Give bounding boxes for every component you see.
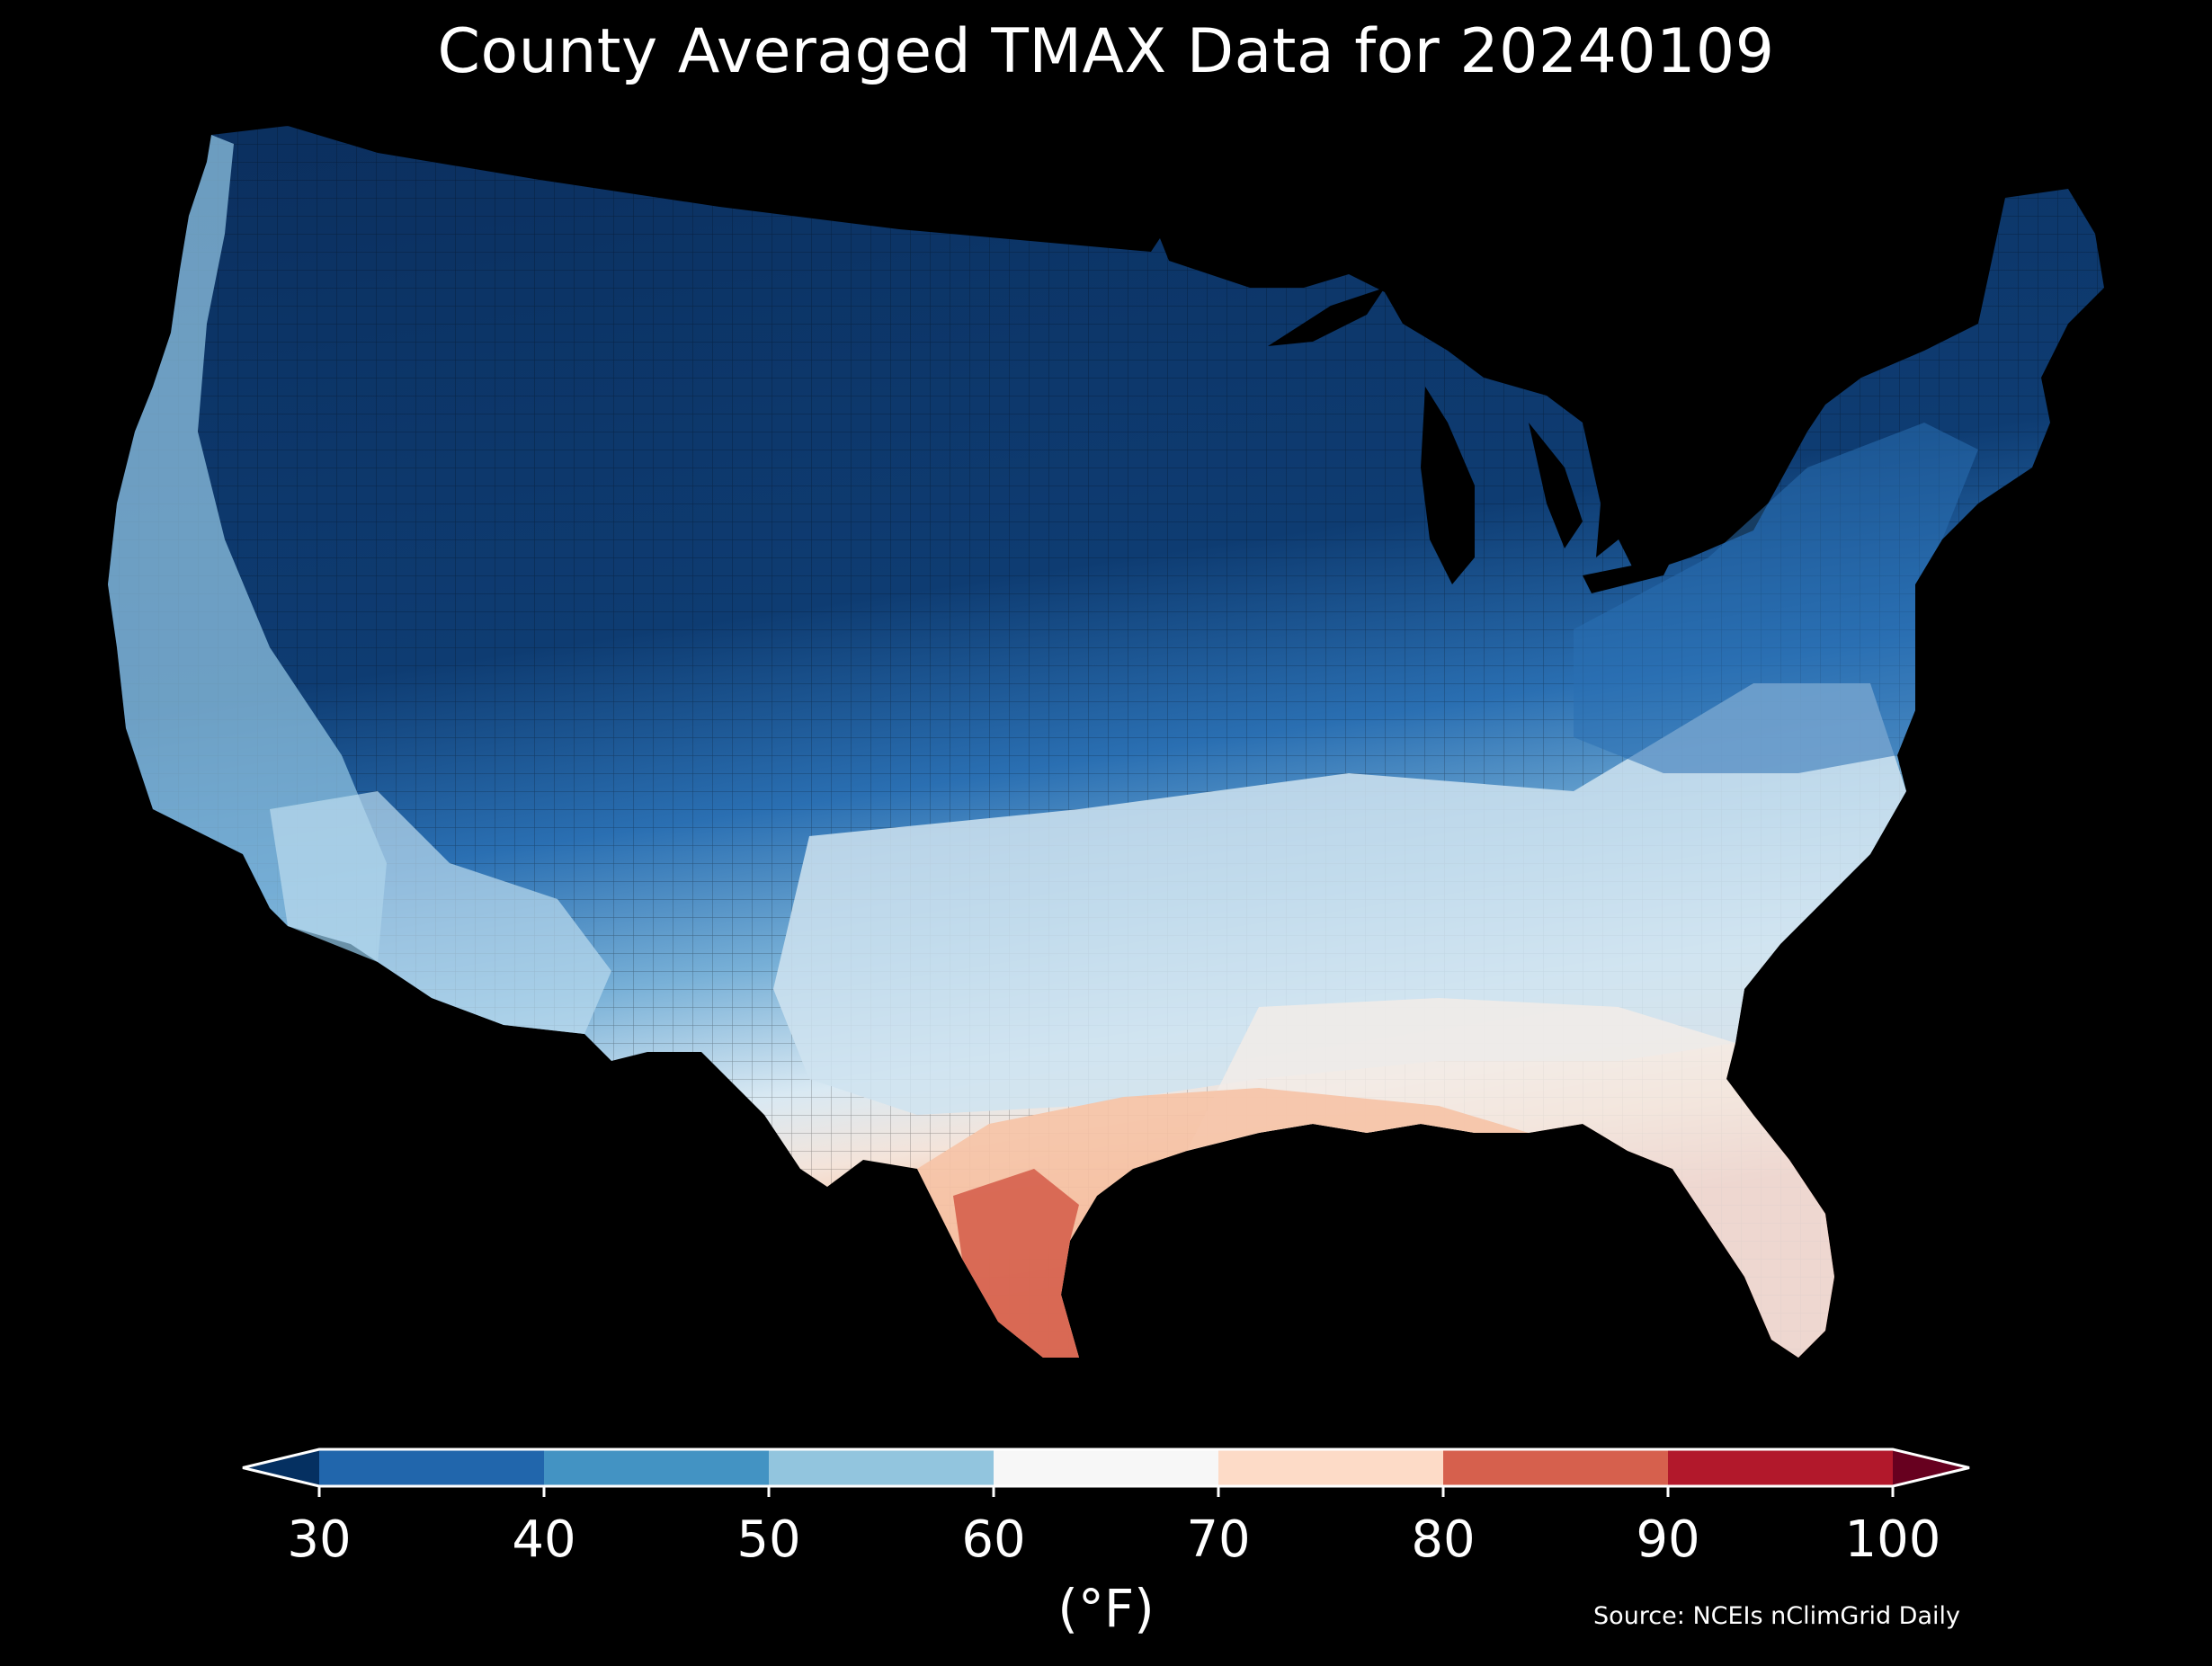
colorbar-tick-label: 100 xyxy=(1845,1510,1941,1569)
colorbar-bin-70-80 xyxy=(1218,1449,1443,1486)
map-title: County Averaged TMAX Data for 20240109 xyxy=(437,16,1775,87)
colorbar-tick-label: 90 xyxy=(1636,1510,1699,1569)
us-county-map xyxy=(108,126,2104,1358)
colorbar-tick-label: 70 xyxy=(1186,1510,1250,1569)
colorbar-bin-60-70 xyxy=(994,1449,1218,1486)
south-texas-region xyxy=(953,1169,1079,1358)
lake-michigan xyxy=(1421,387,1475,584)
colorbar-bin-90-100 xyxy=(1668,1449,1893,1486)
colorbar-tick-label: 50 xyxy=(736,1510,800,1569)
south-central-region xyxy=(773,683,1906,1115)
southwest-region xyxy=(270,791,611,1034)
colorbar-tick-label: 40 xyxy=(512,1510,575,1569)
northeast-region xyxy=(1574,423,1978,773)
colorbar-bin-40-50 xyxy=(544,1449,769,1486)
colorbar-bin-30-40 xyxy=(319,1449,544,1486)
lake-erie xyxy=(1583,557,1672,593)
temperature-colorbar: 30 40 50 60 70 80 90 100 xyxy=(242,1448,1970,1569)
colorbar-tick-label: 80 xyxy=(1411,1510,1475,1569)
lake-superior xyxy=(1268,288,1385,346)
colorbar-bin-80-90 xyxy=(1443,1449,1668,1486)
colorbar-bin-50-60 xyxy=(769,1449,994,1486)
colorbar-tick-label: 60 xyxy=(961,1510,1025,1569)
southeast-region xyxy=(1187,998,1834,1358)
colorbar-over-extension xyxy=(1893,1449,1969,1486)
colorbar-units-label: (°F) xyxy=(1057,1578,1155,1639)
colorbar-tick-label: 30 xyxy=(287,1510,351,1569)
gulf-coast-region xyxy=(917,1088,1529,1358)
pacific-coast-region xyxy=(108,135,387,962)
lake-huron xyxy=(1529,423,1583,548)
source-note: Source: NCEIs nClimGrid Daily xyxy=(1593,1602,1960,1630)
colorbar-under-extension xyxy=(243,1449,319,1486)
